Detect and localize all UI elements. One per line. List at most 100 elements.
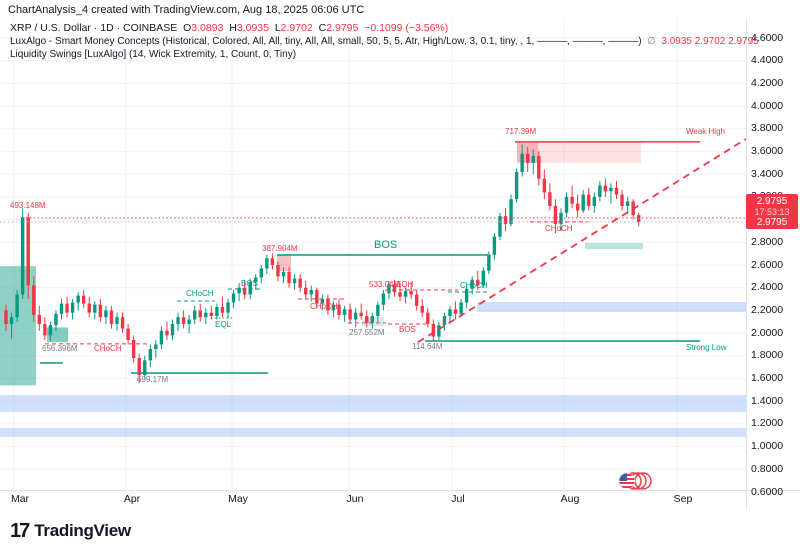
price-tick: 2.8000 — [751, 235, 784, 248]
smc-label-eqh: EQH — [396, 280, 414, 289]
smc-label-strong-low: Strong Low — [686, 343, 727, 352]
candle-body — [131, 339, 136, 359]
candle-body — [265, 258, 269, 269]
candle-body — [537, 156, 541, 179]
high-key: H — [229, 22, 237, 34]
candle-body — [281, 271, 286, 277]
last-price-badge: 2.9795 17:53:13 2.9795 — [746, 194, 798, 229]
candle-body — [304, 287, 308, 295]
smc-label-bos: BOS — [374, 239, 398, 251]
last-price-value: 2.9795 — [756, 195, 788, 207]
price-tick: 0.6000 — [751, 485, 784, 498]
tradingview-logo-text: TradingView — [34, 520, 131, 540]
open-key: O — [183, 22, 192, 34]
candle-body — [464, 288, 469, 303]
candle-body — [37, 314, 41, 325]
price-tick: 1.8000 — [751, 349, 784, 362]
candle-body — [120, 317, 125, 329]
candle-body — [359, 312, 363, 317]
time-tick-sep: Sep — [673, 493, 693, 505]
indicator-price-value: 2.9795 — [756, 216, 788, 228]
candle-body — [581, 194, 585, 211]
candle-body — [159, 330, 164, 345]
candle-body — [514, 171, 519, 200]
candle-body — [470, 279, 474, 289]
time-tick-aug: Aug — [560, 493, 580, 505]
candle-body — [315, 289, 319, 304]
smc-indicator-legend-row[interactable]: LuxAlgo - Smart Money Concepts (Historic… — [10, 36, 759, 47]
low-value: 2.9702 — [280, 22, 313, 34]
candle-body — [403, 291, 408, 297]
candle-body — [342, 309, 347, 315]
candle-body — [453, 309, 458, 314]
candle-body — [170, 324, 175, 336]
liquidity-band — [477, 302, 746, 312]
candle-body — [548, 192, 552, 206]
candle-body — [220, 306, 225, 313]
symbol-legend-row[interactable]: XRP / U.S. Dollar · 1D · COINBASE O3.089… — [10, 22, 448, 34]
candle-body — [98, 304, 103, 318]
candle-body — [620, 194, 624, 206]
candle-body — [509, 199, 513, 225]
candle-body — [503, 216, 508, 225]
candle-body — [48, 325, 53, 336]
candle-body — [109, 310, 114, 325]
price-tick: 2.0000 — [751, 326, 784, 339]
candle-body — [237, 287, 241, 294]
smc-zone — [538, 141, 641, 163]
candle-body — [459, 302, 463, 314]
candle-body — [242, 287, 247, 295]
candle-body — [181, 317, 186, 325]
price-tick: 1.2000 — [751, 417, 784, 430]
candle-body — [542, 178, 547, 193]
time-axis[interactable]: Mar Apr May Jun Jul Aug Sep — [0, 490, 746, 510]
price-tick: 4.2000 — [751, 76, 784, 89]
smc-indicator-values: 3.0935 2.9702 2.9795 — [661, 36, 759, 47]
liquidity-indicator-title: Liquidity Swings [LuxAlgo] (14, Wick Ext… — [10, 49, 297, 60]
price-tick: 4.0000 — [751, 99, 784, 112]
candle-body — [420, 305, 424, 313]
time-tick-may: May — [228, 493, 248, 505]
price-axis[interactable]: 4.6000 4.4000 4.2000 4.0000 3.8000 3.6000 3.40… — [746, 18, 800, 498]
candle-body — [398, 292, 402, 297]
change-value: −0.1099 (−3.56%) — [364, 22, 449, 34]
smc-label-choch: CHoCH — [186, 289, 214, 298]
candle-body — [348, 309, 352, 320]
candle-body — [326, 299, 330, 311]
candle-body — [15, 294, 19, 318]
smc-label-choch: CHoCH — [460, 281, 488, 290]
candle-body — [331, 304, 336, 311]
candle-body — [392, 284, 397, 293]
candle-body — [176, 317, 180, 325]
candle-body — [154, 344, 158, 349]
trendline[interactable] — [417, 138, 747, 343]
candle-body — [426, 312, 430, 325]
candle-body — [570, 196, 574, 204]
candle-body — [442, 316, 447, 326]
symbol-pair-logo-icon — [616, 470, 654, 499]
candle-body — [104, 310, 108, 318]
candle-body — [87, 303, 91, 313]
candle-body — [559, 212, 563, 225]
smc-label-bos: BOS — [241, 279, 258, 288]
price-tick: 3.8000 — [751, 122, 784, 135]
candle-body — [93, 304, 97, 313]
footer-bar: 17 TradingView — [0, 510, 800, 551]
close-value: 2.9795 — [326, 22, 359, 34]
close-key: C — [318, 22, 327, 34]
liquidity-indicator-legend-row[interactable]: Liquidity Swings [LuxAlgo] (14, Wick Ext… — [10, 49, 296, 60]
tradingview-logo[interactable]: 17 TradingView — [10, 521, 131, 541]
smc-label-eql: EQL — [215, 320, 232, 329]
candle-body — [70, 302, 75, 313]
price-tick: 1.0000 — [751, 440, 784, 453]
candle-body — [637, 215, 641, 222]
candle-body — [337, 304, 341, 315]
candle-body — [198, 310, 202, 318]
candle-body — [448, 309, 452, 317]
time-tick-apr: Apr — [123, 493, 141, 505]
candle-body — [9, 317, 14, 325]
price-tick: 2.4000 — [751, 281, 784, 294]
smc-label-bos: BOS — [399, 325, 416, 334]
